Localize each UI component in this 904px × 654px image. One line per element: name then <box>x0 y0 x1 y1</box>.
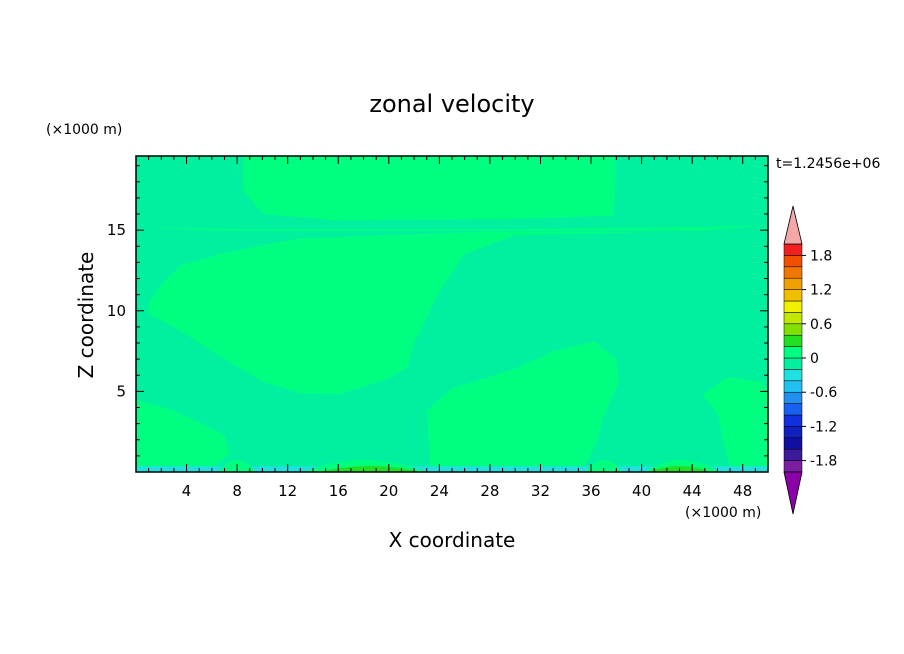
colorbar-swatch <box>783 369 803 382</box>
x-unit-label: (×1000 m) <box>685 505 761 521</box>
near-surface-region <box>584 460 623 472</box>
y-axis-title: Z coordinate <box>74 252 98 379</box>
x-tick-label: 36 <box>581 482 600 500</box>
colorbar-swatch <box>783 346 803 359</box>
colorbar-swatch <box>783 460 803 473</box>
colorbar-over-arrow <box>783 205 803 245</box>
x-axis-title: X coordinate <box>389 528 516 552</box>
colorbar-swatch <box>783 448 803 461</box>
contour-region <box>136 399 230 468</box>
x-tick-label: 16 <box>329 482 348 500</box>
x-tick-label: 44 <box>683 482 702 500</box>
colorbar-swatch <box>783 289 803 302</box>
colorbar-swatch <box>783 266 803 279</box>
colorbar-swatch <box>783 357 803 370</box>
colorbar-swatch <box>783 380 803 393</box>
x-tick-label: 28 <box>480 482 499 500</box>
colorbar-swatch <box>783 300 803 313</box>
colorbar-swatch <box>783 243 803 256</box>
y-tick-label: 5 <box>116 382 126 400</box>
colorbar-swatch <box>783 334 803 347</box>
x-tick-label: 48 <box>733 482 752 500</box>
time-label: t=1.2456e+06 <box>776 156 880 172</box>
colorbar-swatch <box>783 414 803 427</box>
contour-region <box>702 376 768 468</box>
colorbar-tick-label: 1.2 <box>810 283 832 299</box>
colorbar-tick-label: -0.6 <box>810 385 837 401</box>
colorbar-swatch <box>783 437 803 450</box>
x-tick-label: 40 <box>632 482 651 500</box>
x-tick-label: 4 <box>182 482 192 500</box>
colorbar-swatch <box>783 426 803 439</box>
colorbar-tick-label: 0 <box>810 351 819 367</box>
colorbar-tick-label: 1.8 <box>810 248 832 264</box>
colorbar-swatch <box>783 255 803 268</box>
colorbar-swatch <box>783 391 803 404</box>
colorbar-tick-label: -1.2 <box>810 419 837 435</box>
contour-region <box>426 341 619 468</box>
colorbar-swatch <box>783 277 803 290</box>
contour-region <box>243 156 617 221</box>
chart-title: zonal velocity <box>369 90 534 118</box>
y-unit-label: (×1000 m) <box>46 122 122 138</box>
x-tick-label: 24 <box>430 482 449 500</box>
x-tick-label: 20 <box>379 482 398 500</box>
colorbar-tick-label: -1.8 <box>810 454 837 470</box>
x-tick-label: 32 <box>531 482 550 500</box>
contour-region <box>143 225 766 231</box>
x-tick-label: 8 <box>232 482 242 500</box>
y-tick-label: 15 <box>107 221 126 239</box>
colorbar-swatch <box>783 323 803 336</box>
near-surface-peak <box>319 466 421 472</box>
contour-region <box>148 231 667 395</box>
colorbar-tick-label: 0.6 <box>810 317 832 333</box>
colorbar-swatch <box>783 403 803 416</box>
x-tick-label: 12 <box>278 482 297 500</box>
y-tick-label: 10 <box>107 302 126 320</box>
colorbar-swatch <box>783 312 803 325</box>
colorbar-under-arrow <box>783 471 803 515</box>
